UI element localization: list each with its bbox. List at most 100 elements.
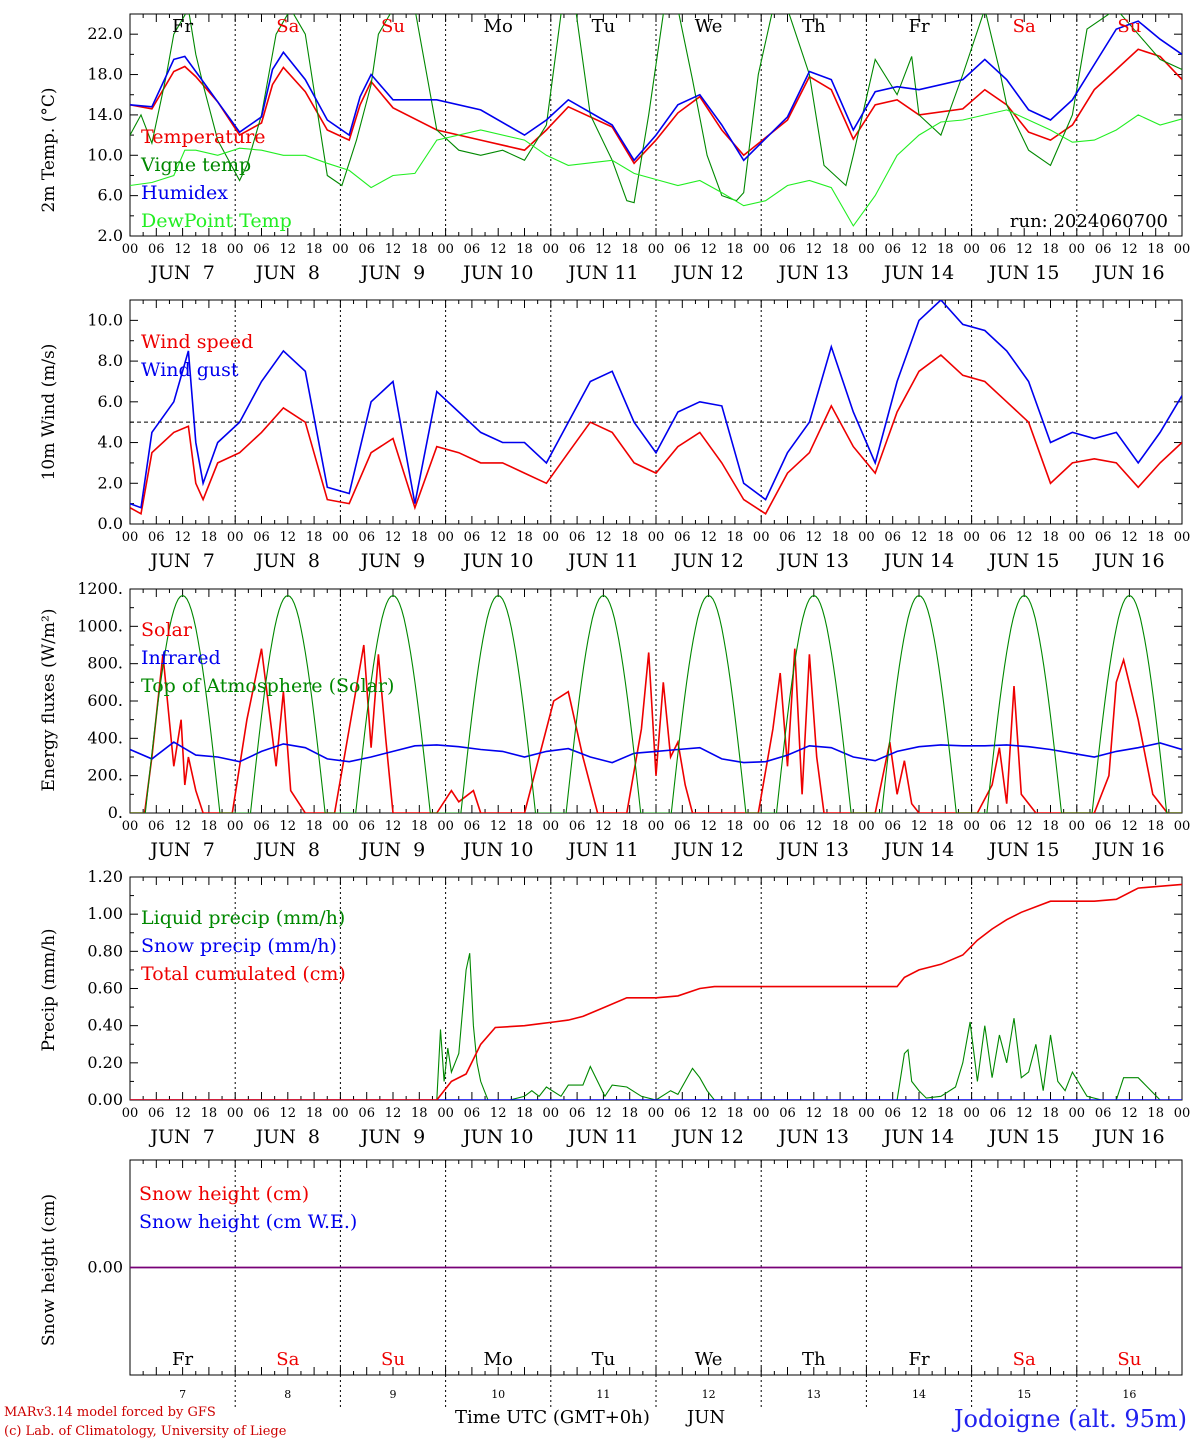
hour-tick-label: 06: [358, 1106, 375, 1121]
legend-entry: Temperature: [141, 126, 265, 148]
hour-tick-label: 06: [1095, 819, 1112, 834]
hour-tick-label: 18: [411, 1106, 428, 1121]
hour-tick-label: 06: [779, 242, 796, 257]
hour-tick-label: 06: [358, 242, 375, 257]
legend-entry: Humidex: [141, 182, 228, 204]
date-label: JUN 8: [254, 839, 320, 861]
hour-tick-label: 00: [122, 1106, 139, 1121]
hour-tick-label: 00: [332, 530, 349, 545]
legend-entry: Wind speed: [141, 331, 253, 353]
y-tick-label: 14.0: [87, 105, 123, 124]
hour-tick-label: 18: [411, 819, 428, 834]
weekday-label-bottom: Su: [381, 1349, 405, 1370]
date-label: JUN 8: [254, 1126, 320, 1148]
credit-line-2: (c) Lab. of Climatology, University of L…: [4, 1424, 287, 1439]
hour-tick-label: 12: [595, 1106, 612, 1121]
hour-tick-label: 12: [1016, 530, 1033, 545]
legend-entry: Top of Atmosphere (Solar): [141, 675, 394, 697]
date-label: JUN 7: [148, 262, 214, 284]
hour-tick-label: 00: [1174, 530, 1191, 545]
series-line-total-cumulated-cm-: [130, 883, 1182, 1100]
weekday-label-top: Th: [802, 16, 826, 37]
hour-tick-label: 00: [332, 819, 349, 834]
hour-tick-label: 06: [990, 530, 1007, 545]
legend-entry: DewPoint Temp: [141, 210, 292, 232]
hour-tick-label: 00: [1069, 530, 1086, 545]
hour-tick-label: 00: [858, 819, 875, 834]
hour-tick-label: 06: [464, 819, 481, 834]
date-label: JUN 11: [566, 1126, 638, 1148]
hour-tick-label: 06: [253, 242, 270, 257]
plot-area: [130, 594, 1182, 813]
day-number-label: 11: [596, 1388, 610, 1401]
hour-tick-label: 00: [753, 530, 770, 545]
hour-tick-label: 18: [621, 530, 638, 545]
hour-tick-label: 18: [516, 819, 533, 834]
y-tick-label: 1200.: [77, 579, 123, 598]
hour-tick-label: 18: [1042, 530, 1059, 545]
series-line-solar: [130, 644, 1182, 813]
hour-tick-label: 00: [1069, 242, 1086, 257]
date-label: JUN 13: [777, 839, 849, 861]
hour-tick-label: 00: [543, 242, 560, 257]
hour-tick-label: 00: [753, 242, 770, 257]
day-number-label: 7: [179, 1388, 186, 1401]
hour-tick-label: 00: [437, 1106, 454, 1121]
hour-tick-label: 00: [332, 1106, 349, 1121]
legend-entry: Wind gust: [141, 359, 239, 381]
series-line-infrared: [130, 741, 1182, 764]
run-label: run: 2024060700: [1010, 211, 1168, 232]
hour-tick-label: 06: [253, 1106, 270, 1121]
date-label: JUN 10: [461, 1126, 533, 1148]
hour-tick-label: 00: [648, 242, 665, 257]
hour-tick-label: 18: [937, 1106, 954, 1121]
date-label: JUN 15: [987, 550, 1059, 572]
date-label: JUN 8: [254, 262, 320, 284]
weekday-label-bottom: Sa: [1013, 1349, 1036, 1370]
date-label: JUN 10: [461, 839, 533, 861]
hour-tick-label: 12: [1121, 819, 1138, 834]
weekday-label-top: Sa: [276, 16, 299, 37]
weekday-label-bottom: Tu: [592, 1349, 616, 1370]
weekday-label-bottom: Sa: [276, 1349, 299, 1370]
weekday-label-top: Fr: [172, 16, 193, 37]
hour-tick-label: 12: [806, 242, 823, 257]
hour-tick-label: 18: [832, 819, 849, 834]
date-label: JUN 12: [671, 262, 743, 284]
hour-tick-label: 06: [569, 242, 586, 257]
weekday-label-top: Su: [381, 16, 405, 37]
y-tick-label: 2.0: [98, 473, 123, 492]
hour-tick-label: 12: [1121, 530, 1138, 545]
hour-tick-label: 12: [1121, 1106, 1138, 1121]
hour-tick-label: 00: [648, 530, 665, 545]
panel-temperature: 2.0 6.0 10.0 14.0 18.0 22.0 2m Temp. (°C) Tempe…: [39, 13, 1190, 284]
hour-tick-label: 18: [201, 1106, 218, 1121]
time-axis-label: Time UTC (GMT+0h): [455, 1407, 650, 1428]
y-tick-label: 600.: [87, 691, 123, 710]
hour-tick-label: 12: [174, 1106, 191, 1121]
series-line-wind-gust: [130, 300, 1182, 509]
date-label: JUN 9: [359, 839, 425, 861]
hour-tick-label: 12: [700, 530, 717, 545]
hour-tick-label: 06: [148, 242, 165, 257]
date-label: JUN 12: [671, 1126, 743, 1148]
hour-tick-label: 18: [727, 1106, 744, 1121]
date-label: JUN 13: [777, 550, 849, 572]
hour-tick-label: 06: [779, 530, 796, 545]
hour-tick-label: 12: [490, 1106, 507, 1121]
hour-tick-label: 00: [227, 1106, 244, 1121]
series-line-liquid-precip-mm-h-: [130, 953, 1182, 1100]
hour-tick-label: 12: [595, 819, 612, 834]
hour-tick-label: 06: [674, 242, 691, 257]
weekday-label-bottom: Su: [1117, 1349, 1141, 1370]
hour-tick-label: 00: [227, 242, 244, 257]
credit-line-1: MARv3.14 model forced by GFS: [4, 1405, 216, 1420]
hour-tick-label: 00: [122, 819, 139, 834]
hour-tick-label: 06: [1095, 530, 1112, 545]
y-tick-label: 4.0: [98, 433, 123, 452]
date-label: JUN 14: [882, 262, 954, 284]
hour-tick-label: 00: [543, 530, 560, 545]
hour-tick-label: 18: [201, 242, 218, 257]
series-line-top-of-atmosphere-solar-: [130, 594, 1182, 813]
hour-tick-label: 18: [621, 1106, 638, 1121]
